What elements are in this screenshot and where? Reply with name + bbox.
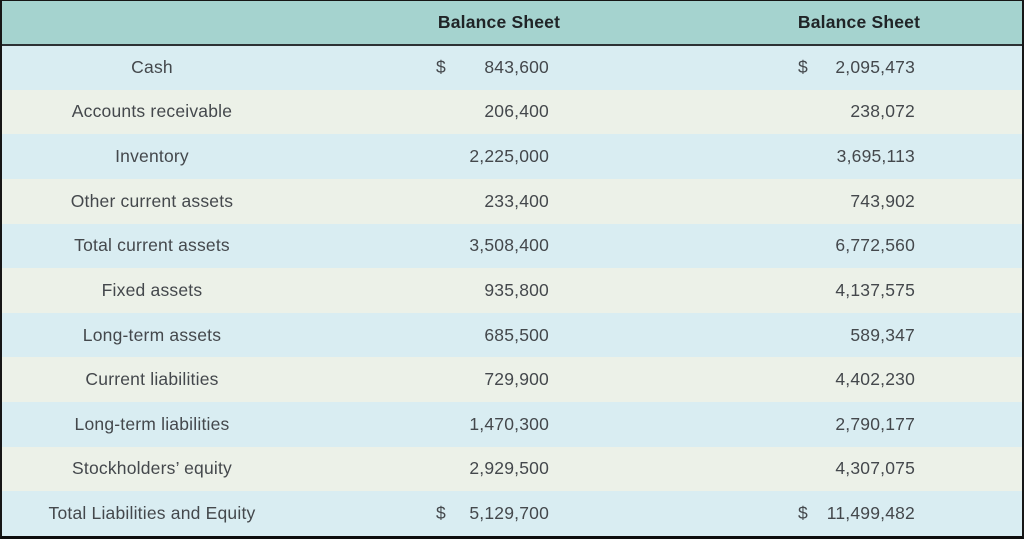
amount-value: 11,499,482 xyxy=(826,503,915,524)
amount-cell: $5,129,700 xyxy=(302,491,696,536)
money-group: $2,095,473 xyxy=(798,57,915,78)
header-row: Balance Sheet Balance Sheet xyxy=(2,1,1022,46)
amount-cell: 4,307,075 xyxy=(696,446,1022,492)
amount-value: 206,400 xyxy=(484,101,549,122)
row-label: Other current assets xyxy=(2,178,302,224)
amount-cell: 206,400 xyxy=(302,89,696,135)
amount-cell: 743,902 xyxy=(696,178,1022,224)
table-row-inventory: Inventory 2,225,000 3,695,113 xyxy=(2,134,1022,179)
amount-value: 238,072 xyxy=(850,101,915,122)
amount-value: 2,929,500 xyxy=(469,458,549,479)
amount-cell: 685,500 xyxy=(302,312,696,358)
table-row-long-term-liabilities: Long-term liabilities 1,470,300 2,790,17… xyxy=(2,402,1022,447)
money-group: 685,500 xyxy=(436,325,549,346)
table-row-total-liabilities-and-equity: Total Liabilities and Equity $5,129,700 … xyxy=(2,491,1022,536)
header-balance-sheet-1: Balance Sheet xyxy=(302,1,696,46)
header-empty xyxy=(2,1,302,46)
money-group: 3,695,113 xyxy=(798,146,915,167)
amount-value: 729,900 xyxy=(484,369,549,390)
amount-value: 6,772,560 xyxy=(835,235,915,256)
money-group: 729,900 xyxy=(436,369,549,390)
amount-cell: 233,400 xyxy=(302,178,696,224)
amount-value: 4,307,075 xyxy=(835,458,915,479)
amount-cell: 2,929,500 xyxy=(302,446,696,492)
money-group: 206,400 xyxy=(436,101,549,122)
amount-cell: 589,347 xyxy=(696,312,1022,358)
money-group: 238,072 xyxy=(798,101,915,122)
money-group: 2,790,177 xyxy=(798,414,915,435)
amount-cell: 3,508,400 xyxy=(302,223,696,269)
money-group: 3,508,400 xyxy=(436,235,549,256)
dollar-sign: $ xyxy=(798,57,808,78)
money-group: 589,347 xyxy=(798,325,915,346)
money-group: 4,307,075 xyxy=(798,458,915,479)
header-balance-sheet-2: Balance Sheet xyxy=(696,1,1022,46)
money-group: 4,137,575 xyxy=(798,280,915,301)
amount-cell: 2,790,177 xyxy=(696,402,1022,447)
row-label: Total Liabilities and Equity xyxy=(2,491,302,536)
table-row-cash: Cash $843,600 $2,095,473 xyxy=(2,45,1022,90)
amount-cell: 935,800 xyxy=(302,268,696,313)
amount-value: 843,600 xyxy=(484,57,549,78)
table-row-current-liabilities: Current liabilities 729,900 4,402,230 xyxy=(2,357,1022,402)
amount-cell: $2,095,473 xyxy=(696,45,1022,90)
amount-cell: 729,900 xyxy=(302,357,696,402)
money-group: $5,129,700 xyxy=(436,503,549,524)
dollar-sign: $ xyxy=(436,57,446,78)
amount-value: 2,790,177 xyxy=(835,413,915,434)
amount-cell: 2,225,000 xyxy=(302,134,696,179)
money-group: 2,225,000 xyxy=(436,146,549,167)
amount-value: 4,402,230 xyxy=(835,369,915,390)
amount-cell: $843,600 xyxy=(302,45,696,90)
dollar-sign: $ xyxy=(798,503,808,524)
table-row-other-current-assets: Other current assets 233,400 743,902 xyxy=(2,178,1022,224)
amount-cell: 4,402,230 xyxy=(696,357,1022,402)
money-group: 4,402,230 xyxy=(798,369,915,390)
row-label: Inventory xyxy=(2,134,302,179)
amount-value: 2,225,000 xyxy=(469,146,549,167)
money-group: 2,929,500 xyxy=(436,458,549,479)
row-label: Current liabilities xyxy=(2,357,302,402)
money-group: 1,470,300 xyxy=(436,414,549,435)
row-label: Accounts receivable xyxy=(2,89,302,135)
money-group: 743,902 xyxy=(798,191,915,212)
row-label: Total current assets xyxy=(2,223,302,269)
table-row-total-current-assets: Total current assets 3,508,400 6,772,560 xyxy=(2,223,1022,269)
table-row-accounts-receivable: Accounts receivable 206,400 238,072 xyxy=(2,89,1022,135)
table-row-stockholders-equity: Stockholders’ equity 2,929,500 4,307,075 xyxy=(2,446,1022,492)
amount-value: 1,470,300 xyxy=(469,413,549,434)
amount-cell: 4,137,575 xyxy=(696,268,1022,313)
row-label: Long-term assets xyxy=(2,312,302,358)
amount-value: 685,500 xyxy=(484,324,549,345)
row-label: Stockholders’ equity xyxy=(2,446,302,492)
amount-value: 743,902 xyxy=(850,190,915,211)
row-label: Cash xyxy=(2,45,302,90)
row-label: Long-term liabilities xyxy=(2,402,302,447)
amount-value: 233,400 xyxy=(484,190,549,211)
amount-value: 2,095,473 xyxy=(835,57,915,78)
table-row-long-term-assets: Long-term assets 685,500 589,347 xyxy=(2,312,1022,358)
money-group: $843,600 xyxy=(436,57,549,78)
amount-value: 935,800 xyxy=(484,279,549,300)
table-row-fixed-assets: Fixed assets 935,800 4,137,575 xyxy=(2,268,1022,313)
amount-value: 4,137,575 xyxy=(835,279,915,300)
amount-cell: $11,499,482 xyxy=(696,491,1022,536)
money-group: 233,400 xyxy=(436,191,549,212)
row-label: Fixed assets xyxy=(2,268,302,313)
amount-value: 3,695,113 xyxy=(836,146,915,167)
money-group: 6,772,560 xyxy=(798,235,915,256)
money-group: 935,800 xyxy=(436,280,549,301)
amount-cell: 238,072 xyxy=(696,89,1022,135)
dollar-sign: $ xyxy=(436,503,446,524)
amount-value: 589,347 xyxy=(850,324,915,345)
amount-value: 5,129,700 xyxy=(469,503,549,524)
amount-value: 3,508,400 xyxy=(469,235,549,256)
amount-cell: 3,695,113 xyxy=(696,134,1022,179)
amount-cell: 6,772,560 xyxy=(696,223,1022,269)
amount-cell: 1,470,300 xyxy=(302,402,696,447)
money-group: $11,499,482 xyxy=(798,503,915,524)
